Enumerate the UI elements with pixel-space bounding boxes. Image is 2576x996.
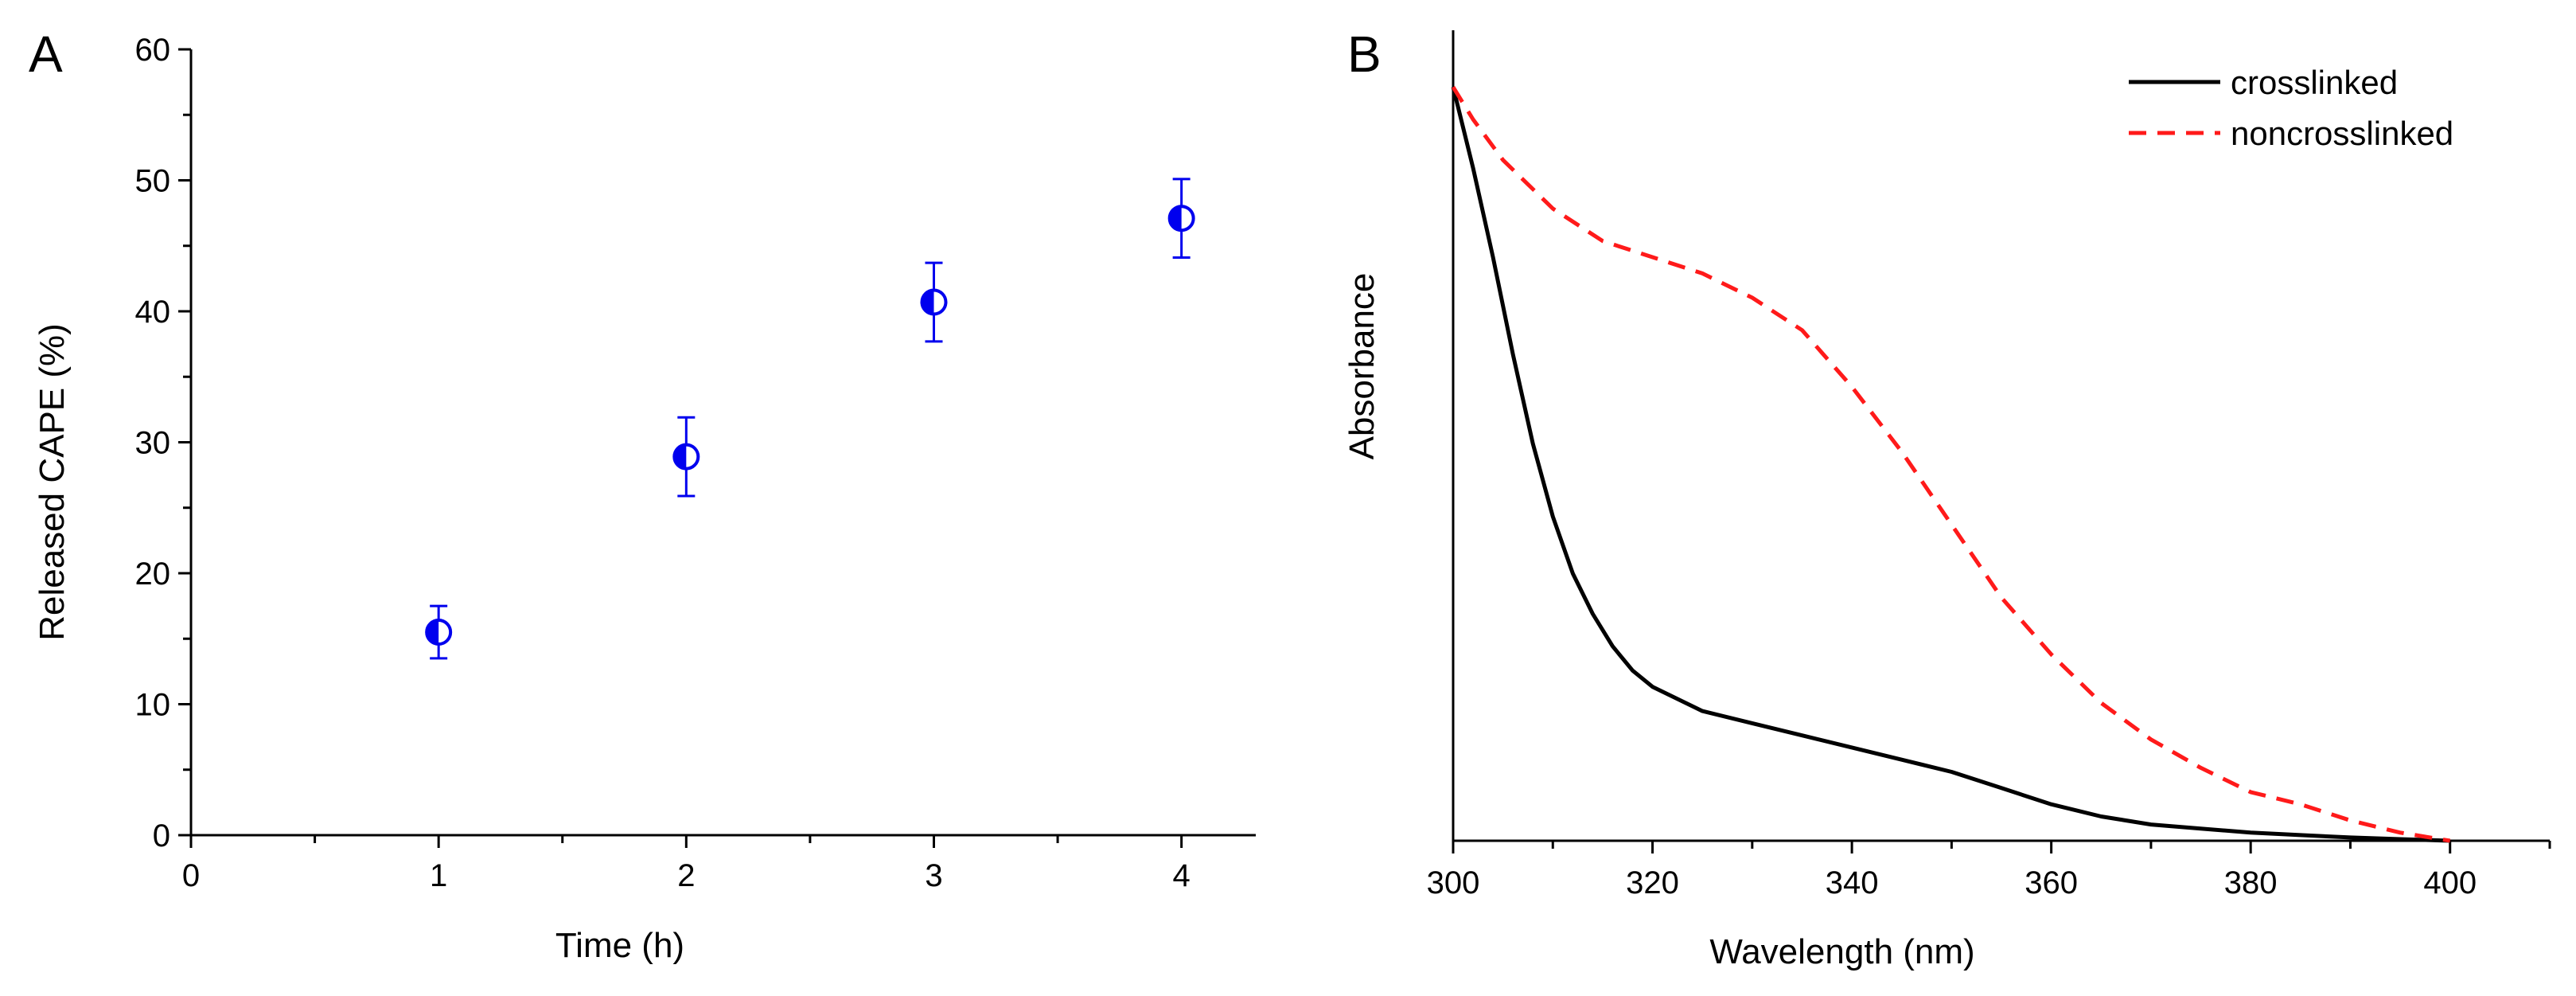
panel-label-b: B xyxy=(1347,25,1382,83)
panel-label-a: A xyxy=(29,25,63,83)
x-tick-label: 4 xyxy=(1173,858,1191,893)
y-tick-label: 30 xyxy=(135,426,171,461)
data-point-fill-half xyxy=(427,620,439,645)
x-tick-label: 380 xyxy=(2224,865,2278,900)
data-point-fill-half xyxy=(922,290,934,314)
legend-label-noncrosslinked: noncrosslinked xyxy=(2231,115,2453,152)
panel-b-chart: B 300 320 340 360 380 400 Wavelength (nm) Absorb… xyxy=(1343,25,2551,971)
y-axis-title: Absorbance xyxy=(1343,273,1382,460)
x-tick-label: 3 xyxy=(925,858,942,893)
x-tick-label: 320 xyxy=(1626,865,1679,900)
series-line-crosslinked xyxy=(1451,86,2450,843)
x-tick-label: 300 xyxy=(1427,865,1480,900)
legend-label-crosslinked: crosslinked xyxy=(2231,64,2398,101)
x-tick-label: 2 xyxy=(677,858,695,893)
y-tick-label: 0 xyxy=(153,818,170,853)
x-tick-label: 0 xyxy=(182,858,200,893)
x-tick-label: 400 xyxy=(2423,865,2477,900)
x-axis-title: Wavelength (nm) xyxy=(1709,932,1974,971)
y-tick-label: 10 xyxy=(135,688,171,723)
y-tick-label: 20 xyxy=(135,557,171,592)
x-tick-label: 1 xyxy=(430,858,447,893)
y-tick-label: 50 xyxy=(135,164,171,199)
data-point-fill-half xyxy=(1169,206,1182,231)
y-tick-label: 40 xyxy=(135,295,171,330)
data-point-fill-half xyxy=(674,444,687,469)
y-axis-title: Released CAPE (%) xyxy=(33,323,72,641)
x-axis-title: Time (h) xyxy=(555,926,684,965)
series-line-noncrosslinked xyxy=(1451,85,2451,843)
x-tick-label: 360 xyxy=(2025,865,2078,900)
y-tick-label: 60 xyxy=(135,33,171,68)
x-tick-label: 340 xyxy=(1826,865,1879,900)
